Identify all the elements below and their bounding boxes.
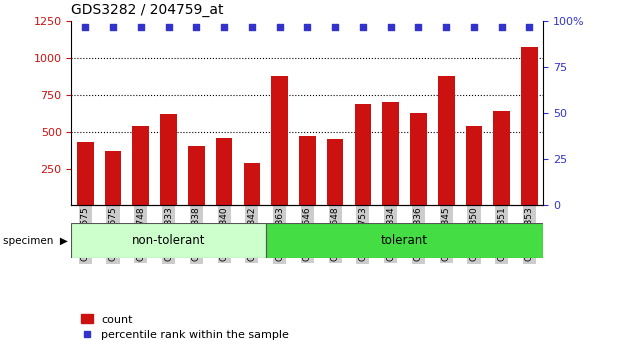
Point — [497, 24, 507, 30]
Bar — [438, 76, 455, 205]
Point — [136, 24, 146, 30]
Bar — [215, 138, 232, 205]
Bar — [266, 223, 543, 258]
Bar — [327, 139, 343, 205]
Point — [469, 24, 479, 30]
Bar — [77, 142, 94, 205]
Point — [80, 24, 90, 30]
Point — [219, 24, 229, 30]
Bar — [188, 147, 205, 205]
Bar — [410, 113, 427, 205]
Bar — [355, 104, 371, 205]
Bar — [299, 136, 315, 205]
Point — [442, 24, 451, 30]
Point — [191, 24, 201, 30]
Point — [330, 24, 340, 30]
Bar — [383, 102, 399, 205]
Bar — [271, 76, 288, 205]
Text: GDS3282 / 204759_at: GDS3282 / 204759_at — [71, 4, 224, 17]
Point — [525, 24, 535, 30]
Point — [302, 24, 312, 30]
Text: tolerant: tolerant — [381, 234, 428, 247]
Bar — [494, 111, 510, 205]
Bar — [160, 114, 177, 205]
Bar — [132, 126, 149, 205]
Bar — [105, 151, 121, 205]
Bar — [71, 223, 266, 258]
Text: specimen  ▶: specimen ▶ — [3, 236, 68, 246]
Point — [247, 24, 257, 30]
Point — [358, 24, 368, 30]
Point — [386, 24, 396, 30]
Point — [108, 24, 118, 30]
Point — [163, 24, 173, 30]
Bar — [466, 126, 483, 205]
Text: non-tolerant: non-tolerant — [132, 234, 206, 247]
Bar — [521, 47, 538, 205]
Legend: count, percentile rank within the sample: count, percentile rank within the sample — [77, 310, 294, 345]
Point — [274, 24, 284, 30]
Point — [414, 24, 424, 30]
Bar — [243, 162, 260, 205]
